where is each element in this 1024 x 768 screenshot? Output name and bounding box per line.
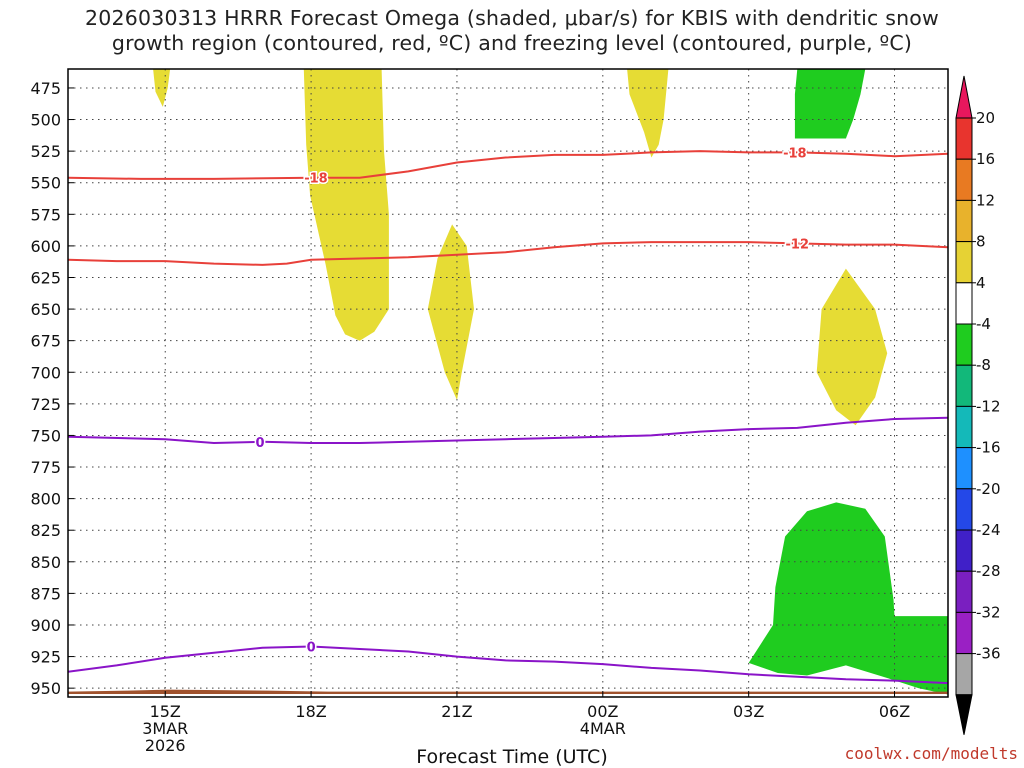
y-tick-label-875: 875 [30, 584, 61, 603]
y-tick-label-900: 900 [30, 616, 61, 635]
colorbar-box-4 [955, 241, 973, 284]
contour-line-2 [68, 241, 948, 266]
colorbar-label-6: -4 [976, 315, 991, 333]
y-tick-label-500: 500 [30, 111, 61, 130]
x-tick-label-00z: 00Z [587, 702, 618, 721]
terrain-surface [68, 689, 948, 694]
colorbar-label-5: 4 [976, 274, 986, 292]
y-tick-label-525: 525 [30, 142, 61, 161]
y-tick-label-600: 600 [30, 237, 61, 256]
colorbar-label-13: -32 [976, 603, 1001, 621]
colorbar-label-14: -36 [976, 645, 1001, 663]
y-tick-label-575: 575 [30, 205, 61, 224]
colorbar-box-9 [955, 447, 973, 490]
shaded-region-7 [748, 502, 948, 695]
colorbar-label-2: 16 [976, 150, 995, 168]
colorbar-box-14 [955, 653, 973, 696]
colorbar-label-1: 20 [976, 109, 995, 127]
x-tick-label-3mar: 3MAR [142, 719, 188, 738]
y-tick-label-775: 775 [30, 458, 61, 477]
y-tick-label-800: 800 [30, 490, 61, 509]
colorbar-label-8: -12 [976, 397, 1001, 415]
colorbar-label-9: -16 [976, 439, 1001, 457]
y-tick-label-925: 925 [30, 648, 61, 667]
colorbar-label-10: -20 [976, 480, 1001, 498]
colorbar-label-7: -8 [976, 356, 991, 374]
contour-label-1-1: -18 [304, 172, 328, 187]
colorbar-label-12: -28 [976, 562, 1001, 580]
colorbar-box-11 [955, 529, 973, 572]
shaded-region-1 [153, 69, 171, 107]
contour-line-3 [68, 416, 948, 445]
chart-title-line-2: growth region (contoured, red, ºC) and f… [111, 31, 913, 55]
contour-line-1 [68, 150, 948, 180]
y-tick-label-550: 550 [30, 174, 61, 193]
contour-label-3-1: 0 [256, 436, 265, 451]
y-tick-label-725: 725 [30, 395, 61, 414]
shaded-region-4 [627, 69, 669, 158]
colorbar-box-3 [955, 199, 973, 243]
contour-line-4 [68, 645, 948, 685]
shaded-region-6 [794, 69, 866, 139]
x-tick-label-2026: 2026 [145, 736, 186, 755]
contour-label-4-1: 0 [307, 640, 316, 655]
colorbar-box-2 [955, 158, 973, 201]
watermark: coolwx.com/modelts [844, 744, 1018, 763]
shaded-regions [153, 69, 948, 695]
shaded-region-3 [427, 224, 474, 401]
y-tick-label-675: 675 [30, 332, 61, 351]
contour-label-2-1: -12 [786, 237, 810, 252]
x-tick-label-03z: 03Z [733, 702, 764, 721]
colorbar-box-12 [955, 570, 973, 613]
colorbar-box-8 [955, 405, 973, 449]
shaded-region-5 [816, 268, 888, 426]
x-tick-label-06z: 06Z [879, 702, 910, 721]
y-tick-label-850: 850 [30, 553, 61, 572]
y-tick-label-625: 625 [30, 268, 61, 287]
terrain-layer [68, 689, 948, 694]
colorbar-box-1 [955, 117, 973, 160]
x-tick-label-21z: 21Z [441, 702, 472, 721]
x-tick-label-15z: 15Z [150, 702, 181, 721]
plot-axes: 475 500 525 550 575 600 625 650 675 700 725 750 775 8… [30, 68, 949, 755]
chart-title-line-1: 2026030313 HRRR Forecast Omega (shaded, … [85, 6, 939, 30]
x-tick-label-4mar: 4MAR [580, 719, 626, 738]
y-tick-label-950: 950 [30, 679, 61, 698]
shaded-region-2 [303, 69, 389, 341]
chart-title: 2026030313 HRRR Forecast Omega (shaded, … [0, 6, 1024, 56]
colorbar-box-7 [955, 364, 973, 407]
colorbar-box-13 [955, 611, 973, 655]
x-axis-label: Forecast Time (UTC) [416, 746, 608, 768]
x-tick-label-18z: 18Z [295, 702, 326, 721]
colorbar-box-5 [955, 282, 973, 325]
colorbar-box-6 [955, 323, 973, 366]
colorbar-top-arrow [955, 75, 973, 119]
colorbar-label-3: 12 [976, 191, 995, 209]
colorbar-label-4: 8 [976, 233, 986, 251]
y-tick-label-825: 825 [30, 521, 61, 540]
colorbar-bottom-arrow [955, 694, 973, 735]
y-tick-label-750: 750 [30, 426, 61, 445]
plot-frame [67, 68, 949, 698]
colorbar: 20 16 12 8 4 -4 -8 -12 -16 -20 -24 -28 -32 -36 [955, 75, 1001, 735]
contour-label-1-2: -18 [783, 146, 807, 161]
y-tick-label-475: 475 [30, 79, 61, 98]
contour-lines: -18 -18 -12 0 0 [68, 145, 948, 685]
grid-lines [68, 69, 948, 697]
colorbar-label-11: -24 [976, 521, 1001, 539]
y-tick-label-700: 700 [30, 363, 61, 382]
colorbar-box-10 [955, 488, 973, 531]
y-tick-label-650: 650 [30, 300, 61, 319]
